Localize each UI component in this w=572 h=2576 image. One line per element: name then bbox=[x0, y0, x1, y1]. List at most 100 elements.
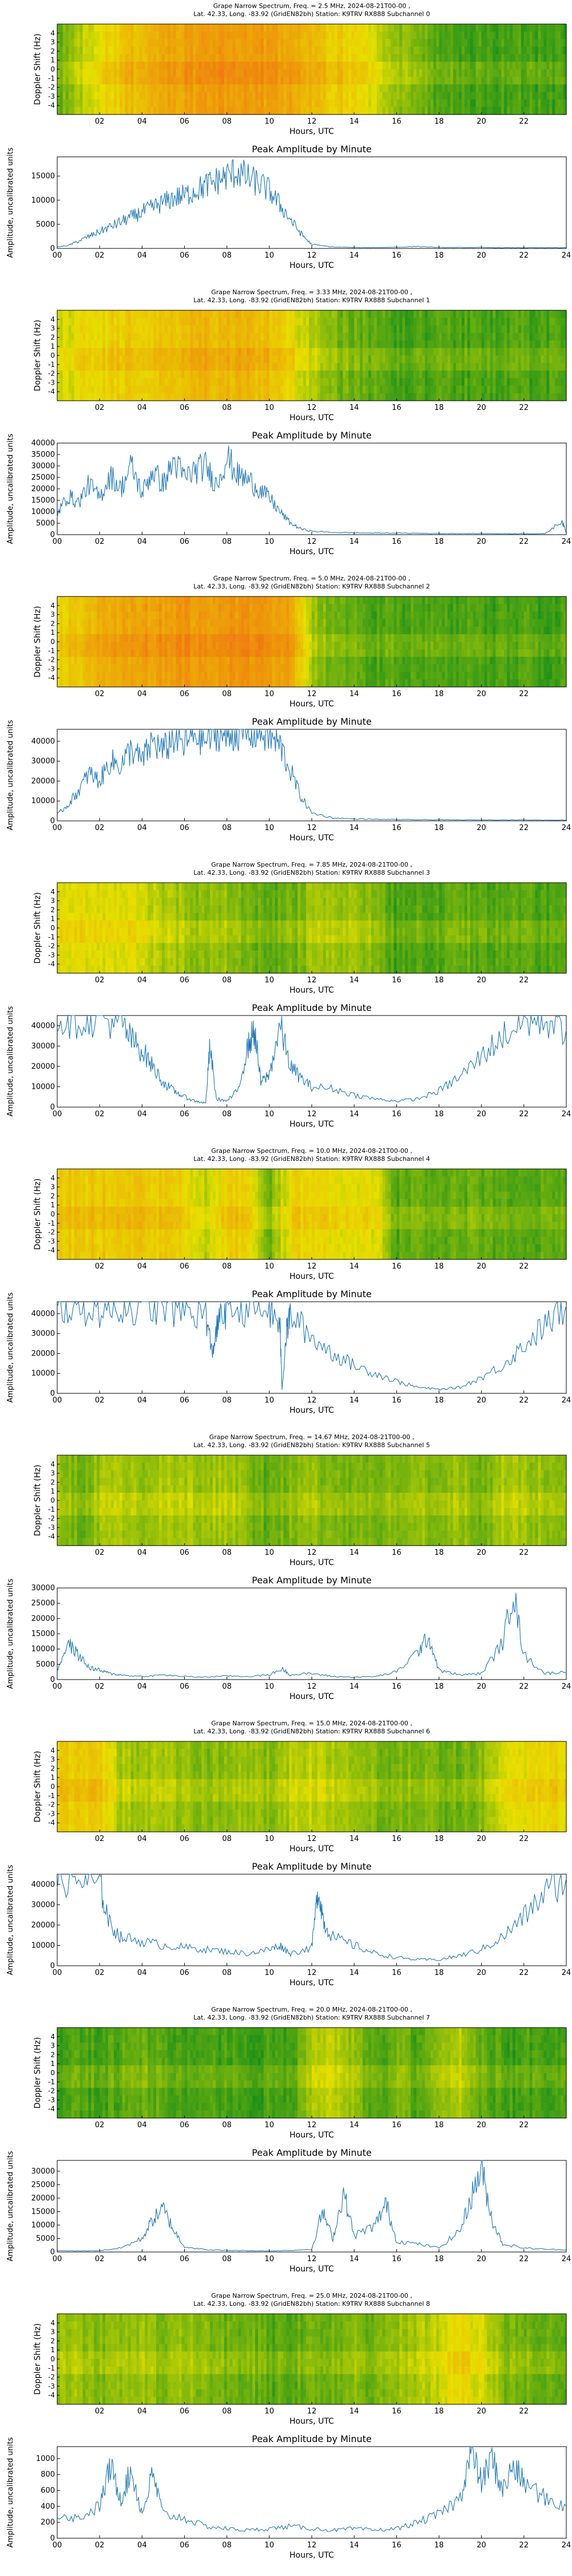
spectrogram-cell bbox=[436, 69, 440, 77]
spectrogram-cell bbox=[215, 325, 219, 334]
spectrogram-cell bbox=[241, 378, 244, 386]
spectrogram-cell bbox=[136, 355, 140, 364]
spectrogram-cell bbox=[85, 31, 89, 39]
spectrogram-cell bbox=[314, 378, 318, 386]
spectrogram-cell bbox=[193, 378, 196, 386]
spectrogram-cell bbox=[521, 378, 525, 386]
spectrogram-cell bbox=[59, 604, 63, 612]
spectrogram-cell bbox=[196, 325, 199, 334]
spectrogram-cell bbox=[139, 642, 142, 650]
spectrogram-cell bbox=[113, 340, 117, 349]
spectrogram-cell bbox=[190, 69, 193, 77]
spectrogram-cell bbox=[178, 39, 182, 48]
spectrogram-cell bbox=[507, 24, 510, 32]
spectrogram-cell bbox=[187, 54, 190, 62]
spectrogram-cell bbox=[125, 46, 129, 55]
spectrogram-cell bbox=[558, 325, 561, 334]
spectrogram-cell bbox=[207, 84, 210, 93]
spectrogram-cell bbox=[314, 31, 318, 39]
spectrogram-cell bbox=[419, 318, 423, 326]
spectrogram-cell bbox=[263, 378, 267, 386]
spectrogram-cell bbox=[249, 363, 253, 371]
spectrogram-cell bbox=[402, 310, 406, 318]
x-tick-label: 10 bbox=[265, 117, 275, 126]
spectrogram-cell bbox=[325, 370, 329, 379]
spectrogram-cell bbox=[464, 325, 468, 334]
spectrogram-cell bbox=[128, 340, 132, 349]
spectrogram-cell bbox=[57, 385, 61, 394]
y-tick-label: 2 bbox=[50, 47, 55, 55]
spectrogram-cell bbox=[105, 634, 109, 642]
spectrogram-cell bbox=[119, 318, 123, 326]
spectrogram-cell bbox=[161, 370, 165, 379]
spectrogram-cell bbox=[85, 77, 89, 85]
spectrogram-cell bbox=[532, 347, 536, 356]
spectrogram-cell bbox=[232, 385, 236, 394]
spectrogram-cell bbox=[85, 69, 89, 77]
spectrogram-cell bbox=[394, 347, 397, 356]
spectrogram-cell bbox=[492, 393, 496, 401]
spectrogram-cell bbox=[94, 61, 97, 70]
spectrogram-cell bbox=[292, 393, 295, 401]
spectrogram-cell bbox=[450, 61, 454, 70]
spectrogram-cell bbox=[277, 310, 281, 318]
spectrogram-cell bbox=[297, 355, 301, 364]
spectrogram-cell bbox=[113, 393, 117, 401]
spectrogram-cell bbox=[414, 355, 417, 364]
spectrogram-cell bbox=[529, 92, 533, 100]
spectrogram-cell bbox=[345, 39, 349, 48]
spectrogram-cell bbox=[167, 325, 171, 334]
spectrogram-cell bbox=[201, 84, 205, 93]
spectrogram-cell bbox=[374, 84, 378, 93]
spectrogram-cell bbox=[427, 318, 431, 326]
spectrogram-cell bbox=[59, 310, 63, 318]
spectrogram-cell bbox=[320, 378, 324, 386]
spectrogram-cell bbox=[139, 325, 142, 334]
spectrogram-cell bbox=[275, 333, 279, 341]
spectrogram-cell bbox=[227, 340, 231, 349]
spectrogram-cell bbox=[88, 664, 92, 673]
spectrogram-cell bbox=[190, 84, 193, 93]
spectrogram-cell bbox=[128, 378, 132, 386]
spectrogram-cell bbox=[354, 39, 357, 48]
spectrogram-cell bbox=[77, 310, 81, 318]
spectrogram-cell bbox=[478, 106, 482, 115]
spectrogram-cell bbox=[235, 99, 239, 108]
spectrogram-cell bbox=[221, 99, 225, 108]
spectrogram-cell bbox=[113, 355, 117, 364]
spectrogram-cell bbox=[167, 333, 171, 341]
spectrogram-cell bbox=[173, 54, 177, 62]
spectrogram-cell bbox=[484, 347, 488, 356]
spectrogram-cell bbox=[224, 355, 228, 364]
spectrogram-cell bbox=[142, 325, 145, 334]
spectrogram-cell bbox=[523, 99, 527, 108]
spectrogram-cell bbox=[207, 378, 210, 386]
spectrogram-cell bbox=[312, 318, 315, 326]
spectrogram-cell bbox=[498, 385, 502, 394]
spectrogram-cell bbox=[145, 596, 148, 605]
spectrogram-cell bbox=[323, 363, 327, 371]
spectrogram-cell bbox=[405, 31, 408, 39]
spectrogram-cell bbox=[555, 340, 558, 349]
spectrogram-cell bbox=[125, 596, 129, 605]
spectrogram-cell bbox=[88, 46, 92, 55]
spectrogram-cell bbox=[161, 355, 165, 364]
spectrogram-cell bbox=[150, 378, 154, 386]
spectrogram-cell bbox=[193, 61, 196, 70]
spectrogram-cell bbox=[300, 378, 304, 386]
spectrogram-cell bbox=[535, 77, 539, 85]
spectrogram-cell bbox=[145, 619, 148, 627]
spectrogram-cell bbox=[91, 611, 94, 620]
spectrogram-cell bbox=[402, 99, 406, 108]
spectrogram-cell bbox=[467, 325, 471, 334]
spectrogram-cell bbox=[280, 310, 284, 318]
spectrogram-cell bbox=[467, 363, 471, 371]
spectrogram-cell bbox=[427, 310, 431, 318]
spectrogram-cell bbox=[97, 31, 100, 39]
spectrogram-cell bbox=[173, 99, 177, 108]
spectrogram-cell bbox=[323, 310, 327, 318]
spectrogram-cell bbox=[204, 106, 208, 115]
spectrogram-cell bbox=[317, 385, 321, 394]
spectrogram-cell bbox=[125, 24, 129, 32]
spectrogram-cell bbox=[105, 619, 109, 627]
